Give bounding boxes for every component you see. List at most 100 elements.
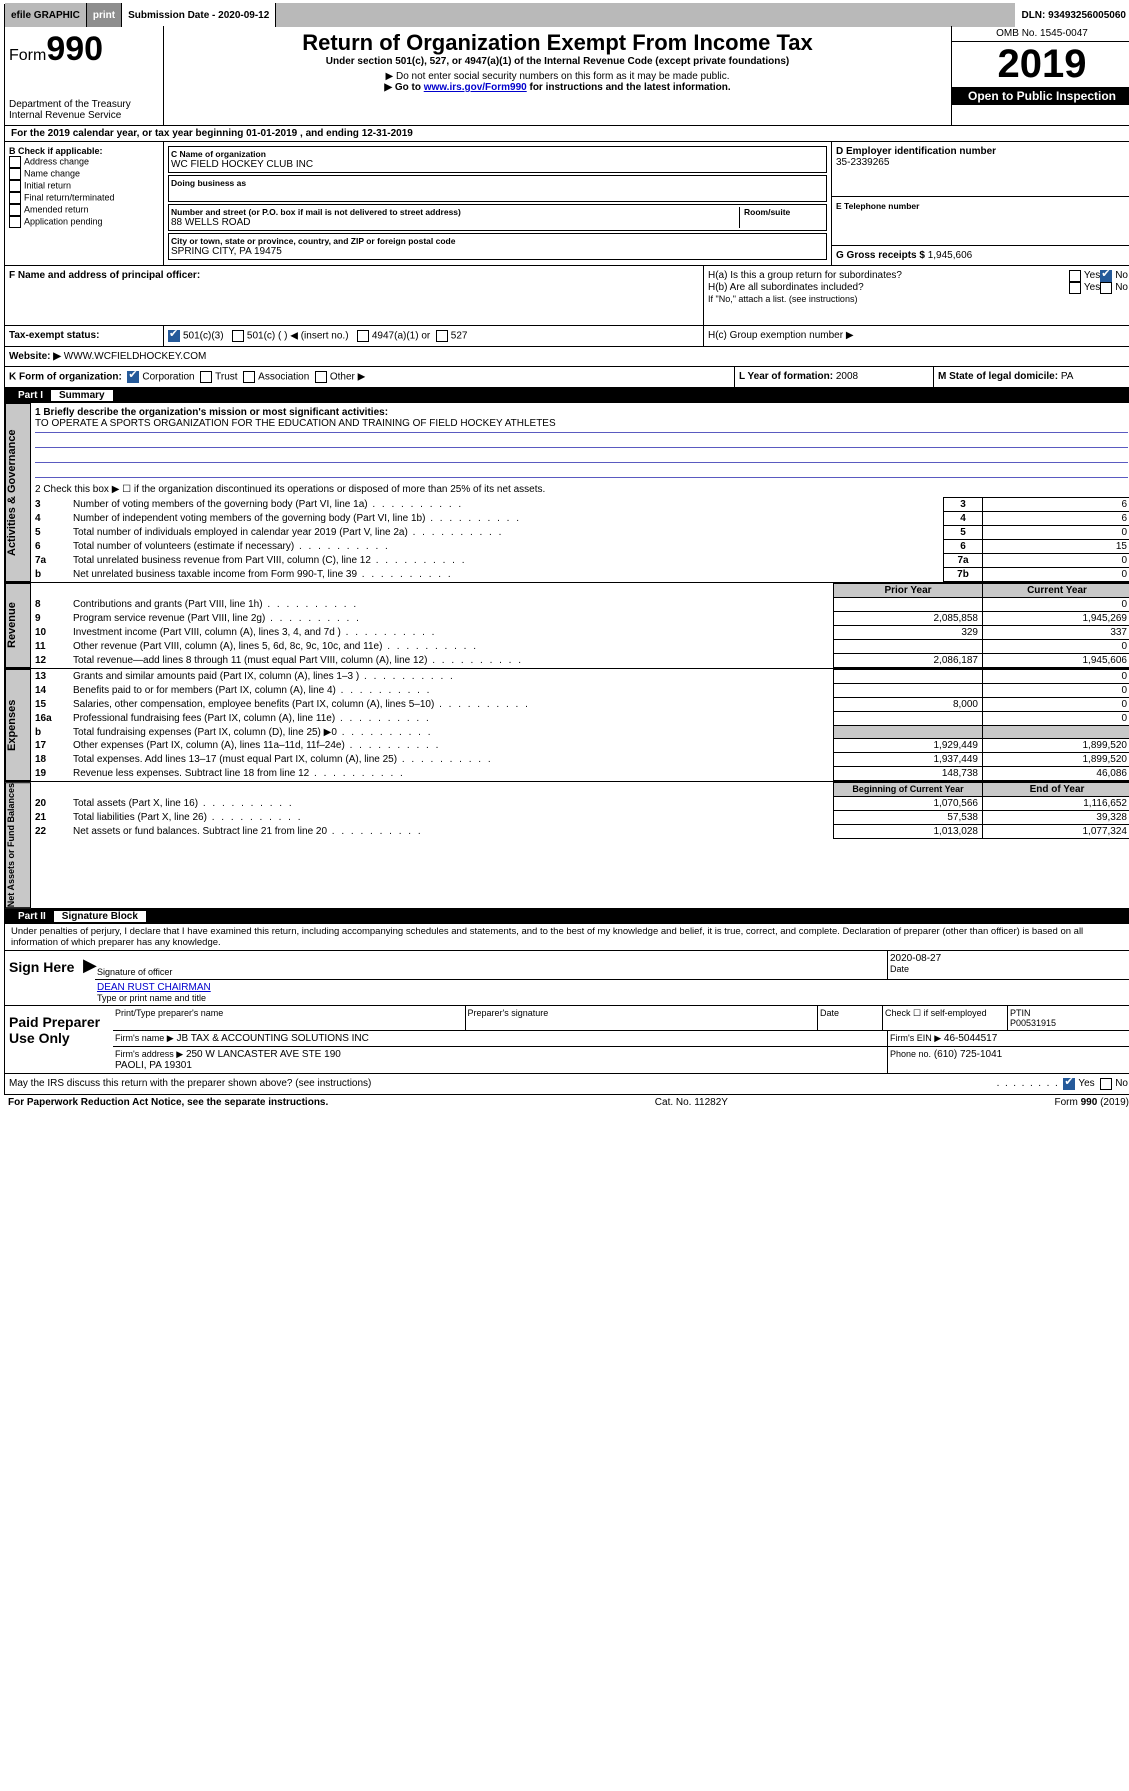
sign-arrow-icon: ▶ — [83, 951, 95, 1005]
expenses-section: Expenses 13Grants and similar amounts pa… — [4, 669, 1129, 782]
firm-ein-label: Firm's EIN ▶ — [890, 1033, 941, 1043]
irs-link[interactable]: www.irs.gov/Form990 — [424, 82, 527, 93]
c-name-label: C Name of organization — [171, 149, 824, 159]
cb-hb-yes[interactable] — [1069, 282, 1081, 294]
box-c: C Name of organization WC FIELD HOCKEY C… — [164, 142, 831, 265]
self-employed: Check ☐ if self-employed — [883, 1006, 1008, 1030]
table-row: 21Total liabilities (Part X, line 26)57,… — [31, 811, 1129, 825]
cb-4947[interactable] — [357, 330, 369, 342]
table-row: bTotal fundraising expenses (Part IX, co… — [31, 726, 1129, 739]
k-other: Other ▶ — [330, 372, 365, 383]
note-goto: ▶ Go to www.irs.gov/Form990 for instruct… — [168, 82, 947, 93]
footer-left: For Paperwork Reduction Act Notice, see … — [8, 1097, 328, 1108]
org-city: SPRING CITY, PA 19475 — [171, 246, 824, 257]
k-trust: Trust — [215, 372, 237, 383]
prep-date-label: Date — [818, 1006, 883, 1030]
cb-discuss-no[interactable] — [1100, 1078, 1112, 1090]
netassets-table: Beginning of Current Year End of Year 20… — [31, 782, 1129, 839]
col-current: Current Year — [983, 584, 1129, 598]
i-501c: 501(c) ( ) ◀ (insert no.) — [247, 331, 349, 342]
box-b: B Check if applicable: Address change Na… — [5, 142, 164, 265]
gross-label: G Gross receipts $ — [836, 250, 925, 261]
c-dba-label: Doing business as — [171, 178, 824, 188]
cb-other[interactable] — [315, 371, 327, 383]
firm-ein: 46-5044517 — [944, 1033, 997, 1044]
opt-initial: Initial return — [24, 180, 71, 190]
omb-number: OMB No. 1545-0047 — [952, 26, 1129, 42]
governance-table: 3Number of voting members of the governi… — [31, 497, 1129, 582]
table-row: 9Program service revenue (Part VIII, lin… — [31, 612, 1129, 626]
discuss-label: May the IRS discuss this return with the… — [9, 1078, 997, 1090]
table-row: 8Contributions and grants (Part VIII, li… — [31, 598, 1129, 612]
ein-label: D Employer identification number — [836, 146, 1128, 157]
cb-corp[interactable] — [127, 371, 139, 383]
top-spacer — [276, 3, 1015, 27]
form-num: 990 — [46, 30, 103, 68]
table-row: 14Benefits paid to or for members (Part … — [31, 684, 1129, 698]
discuss-no: No — [1115, 1078, 1128, 1090]
k-assoc: Association — [258, 372, 309, 383]
table-row: 20Total assets (Part X, line 16)1,070,56… — [31, 797, 1129, 811]
i-527: 527 — [451, 331, 468, 342]
cb-pending[interactable] — [9, 216, 21, 228]
cb-final[interactable] — [9, 192, 21, 204]
table-row: 12Total revenue—add lines 8 through 11 (… — [31, 654, 1129, 668]
c-addr-label: Number and street (or P.O. box if mail i… — [171, 207, 739, 217]
cb-address[interactable] — [9, 156, 21, 168]
sign-here-label: Sign Here — [5, 951, 83, 1005]
table-row: 10Investment income (Part VIII, column (… — [31, 626, 1129, 640]
cb-501c[interactable] — [232, 330, 244, 342]
ha-no: No — [1115, 270, 1128, 282]
officer-name[interactable]: DEAN RUST CHAIRMAN — [97, 982, 1129, 993]
prep-name-label: Print/Type preparer's name — [113, 1006, 466, 1030]
revenue-table: Prior Year Current Year 8Contributions a… — [31, 583, 1129, 668]
hb-no: No — [1115, 282, 1128, 294]
cb-name[interactable] — [9, 168, 21, 180]
cb-hb-no[interactable] — [1100, 282, 1112, 294]
table-row: 7aTotal unrelated business revenue from … — [31, 554, 1129, 568]
cb-trust[interactable] — [200, 371, 212, 383]
i-4947: 4947(a)(1) or — [372, 331, 430, 342]
print-button[interactable]: print — [87, 3, 122, 27]
firm-name: JB TAX & ACCOUNTING SOLUTIONS INC — [176, 1033, 368, 1044]
cb-ha-no[interactable] — [1100, 270, 1112, 282]
section-j: Website: ▶ WWW.WCFIELDHOCKEY.COM — [4, 347, 1129, 367]
ptin-value: P00531915 — [1010, 1018, 1056, 1028]
cb-ha-yes[interactable] — [1069, 270, 1081, 282]
part1-body: Activities & Governance 1 Briefly descri… — [4, 403, 1129, 583]
section-i: Tax-exempt status: 501(c)(3) 501(c) ( ) … — [4, 326, 1129, 347]
side-governance: Activities & Governance — [5, 403, 31, 582]
cb-501c3[interactable] — [168, 330, 180, 342]
part2-title: Part II — [10, 911, 54, 922]
revenue-section: Revenue Prior Year Current Year 8Contrib… — [4, 583, 1129, 669]
table-row: 11Other revenue (Part VIII, column (A), … — [31, 640, 1129, 654]
part2-header: Part II Signature Block — [4, 909, 1129, 924]
cb-amended[interactable] — [9, 204, 21, 216]
opt-name: Name change — [24, 168, 80, 178]
opt-amended: Amended return — [24, 204, 89, 214]
page-footer: For Paperwork Reduction Act Notice, see … — [4, 1095, 1129, 1110]
penalty-text: Under penalties of perjury, I declare th… — [4, 924, 1129, 951]
cb-assoc[interactable] — [243, 371, 255, 383]
mission-text: TO OPERATE A SPORTS ORGANIZATION FOR THE… — [35, 418, 1128, 433]
discuss-yes: Yes — [1078, 1078, 1094, 1090]
table-row: 15Salaries, other compensation, employee… — [31, 698, 1129, 712]
dept-treasury: Department of the Treasury Internal Reve… — [9, 99, 159, 121]
org-address: 88 WELLS ROAD — [171, 217, 739, 228]
discuss-row: May the IRS discuss this return with the… — [4, 1074, 1129, 1095]
table-row: 4Number of independent voting members of… — [31, 512, 1129, 526]
expenses-table: 13Grants and similar amounts paid (Part … — [31, 669, 1129, 781]
cb-discuss-yes[interactable] — [1063, 1078, 1075, 1090]
firm-phone-label: Phone no. — [890, 1049, 931, 1059]
side-expenses: Expenses — [5, 669, 31, 781]
footer-mid: Cat. No. 11282Y — [655, 1097, 728, 1108]
cb-initial[interactable] — [9, 180, 21, 192]
table-row: 6Total number of volunteers (estimate if… — [31, 540, 1129, 554]
firm-name-label: Firm's name ▶ — [115, 1033, 174, 1043]
section-klm: K Form of organization: Corporation Trus… — [4, 367, 1129, 388]
state-domicile: PA — [1061, 371, 1074, 382]
section-bcdeg: B Check if applicable: Address change Na… — [4, 142, 1129, 266]
paid-label: Paid Preparer Use Only — [5, 1006, 113, 1073]
opt-final: Final return/terminated — [24, 192, 115, 202]
cb-527[interactable] — [436, 330, 448, 342]
